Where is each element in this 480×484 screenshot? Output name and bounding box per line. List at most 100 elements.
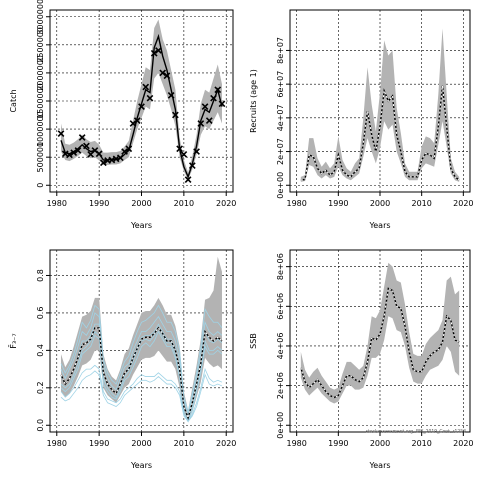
chart-ssb-x-tick-label: 1980 — [286, 439, 306, 448]
chart-recruits-confidence-band — [300, 28, 460, 182]
chart-catch: 1980 1990 2000 2010 2020 0 5000001000000150000… — [9, 0, 236, 230]
chart-recruits-x-tick-label: 1990 — [328, 199, 348, 208]
chart-fishing-mortality-y-axis-label: F̄₃₋₇ — [8, 333, 18, 348]
chart-catch-cross-b — [218, 100, 226, 108]
chart-fishing-mortality-observed-line-2 — [60, 330, 223, 423]
chart-catch-observed-point — [188, 162, 196, 169]
chart-fishing-mortality-x-axis-label: Years — [130, 461, 152, 470]
chart-catch-observed-point — [205, 117, 213, 125]
chart-catch-observed-point — [172, 111, 179, 119]
chart-catch-y-tick-label: 0 — [36, 183, 45, 188]
chart-catch-observed-point — [70, 149, 78, 157]
chart-catch-observed-point — [180, 150, 188, 158]
chart-recruits-y-axis-label: Recruits (age 1) — [249, 69, 258, 133]
chart-catch-observed-point — [197, 120, 205, 127]
chart-catch-cross-b — [167, 92, 175, 99]
chart-catch-observed-point — [193, 148, 200, 155]
chart-catch-cross-b — [78, 134, 86, 141]
chart-catch-observed-point — [201, 103, 209, 110]
chart-ssb-y-tick-label: 8e+06 — [276, 253, 285, 280]
chart-catch-observed-point — [184, 176, 192, 184]
chart-catch-cross-b — [159, 69, 167, 77]
chart-catch-observed-point — [116, 154, 124, 162]
chart-fishing-mortality-x-tick-label: 1980 — [47, 439, 67, 448]
chart-catch-observed-point — [214, 86, 222, 94]
chart-catch-cross-b — [193, 148, 200, 155]
chart-fishing-mortality-x-tick-label: 2020 — [216, 439, 236, 448]
chart-ssb-x-tick-label: 2020 — [453, 439, 473, 448]
chart-ssb-y-axis-label: SSB — [249, 333, 258, 349]
chart-catch-cross-b — [133, 117, 141, 125]
watermark-text: stockassessment.org, BW_2019_Cont, r1253 — [366, 429, 466, 435]
chart-catch-cross-b — [210, 94, 217, 102]
chart-fishing-mortality-estimate-line — [60, 326, 223, 421]
chart-catch-observed-point — [218, 100, 226, 108]
chart-catch-cross-b — [83, 142, 90, 150]
chart-catch-cross-b — [70, 149, 78, 157]
chart-catch-cross-b — [197, 120, 205, 127]
chart-catch-x-axis-label: Years — [130, 221, 152, 230]
chart-catch-x-tick-label: 1980 — [47, 199, 67, 208]
chart-catch-observed-point — [176, 145, 183, 153]
chart-ssb-estimate-dash — [300, 287, 460, 399]
chart-catch-cross-b — [172, 111, 179, 119]
chart-catch-x-tick-label: 2010 — [174, 199, 194, 208]
chart-recruits: 1980 1990 2000 2010 2020 0e+00 2e+07 4e+07 6e+07… — [249, 9, 474, 230]
chart-catch-cross-b — [142, 83, 150, 91]
chart-fishing-mortality-observed-line-3 — [60, 304, 223, 413]
chart-ssb-y-tick-label: 6e+06 — [276, 293, 285, 320]
chart-catch-y-tick-label: 2000000 — [36, 55, 45, 91]
chart-catch-observed-point — [95, 150, 103, 158]
chart-catch-cross-b — [205, 117, 213, 125]
chart-catch-y-axis-label: Catch — [9, 89, 18, 112]
chart-catch-observed-point — [100, 159, 107, 167]
chart-recruits-x-tick-label: 2000 — [370, 199, 390, 208]
chart-catch-cross-b — [108, 156, 116, 164]
chart-catch-cross-b — [129, 120, 137, 127]
chart-catch-observed-point — [146, 94, 154, 102]
chart-ssb-x-axis-label: Years — [368, 461, 390, 470]
chart-catch-cross-b — [146, 94, 154, 102]
chart-recruits-y-tick-label: 6e+07 — [276, 71, 285, 98]
chart-fishing-mortality-observed-line-5 — [60, 370, 223, 423]
chart-catch-cross-b — [201, 103, 209, 110]
chart-ssb-x-tick-label: 2000 — [370, 439, 390, 448]
chart-catch-cross-b — [112, 155, 120, 163]
chart-catch-observed-point — [138, 103, 145, 110]
chart-catch-cross-b — [214, 86, 222, 94]
chart-catch-observed-point — [66, 151, 73, 159]
chart-catch-cross-b — [100, 159, 107, 167]
chart-catch-cross-b — [188, 162, 196, 169]
chart-catch-observed-point — [159, 69, 167, 77]
chart-catch-cross-b — [95, 150, 103, 158]
chart-fishing-mortality-x-tick-label: 2000 — [131, 439, 151, 448]
chart-catch-observed-point — [155, 47, 162, 54]
chart-catch-y-tick-label: 1000000 — [36, 111, 45, 147]
chart-catch-cross-b — [176, 145, 183, 153]
chart-fishing-mortality-y-tick-label: 0.2 — [36, 381, 45, 394]
chart-recruits-x-tick-label: 2020 — [453, 199, 473, 208]
chart-recruits-y-tick-label: 8e+07 — [276, 37, 285, 64]
chart-catch-y-tick-label: 2500000 — [36, 27, 45, 63]
chart-catch-confidence-band — [61, 19, 222, 180]
chart-catch-observed-point — [57, 130, 65, 137]
chart-catch-cross-b — [116, 154, 124, 162]
chart-fishing-mortality: 1980 1990 2000 2010 2020 0.0 0.2 0.4 0.6 0.8 Years… — [8, 249, 236, 470]
chart-ssb-y-tick-label: 2e+06 — [276, 372, 285, 399]
chart-catch-cross-b — [74, 147, 82, 154]
chart-catch-observed-point — [163, 72, 171, 80]
chart-catch-cross-b — [180, 150, 188, 158]
chart-fishing-mortality-y-tick-label: 0.8 — [36, 269, 45, 282]
chart-recruits-estimate-dash — [300, 85, 460, 181]
chart-catch-cross-b — [150, 49, 158, 57]
chart-catch-observed-point — [121, 148, 128, 155]
chart-recruits-x-tick-label: 2010 — [411, 199, 431, 208]
chart-catch-y-tick-label: 3000000 — [36, 0, 45, 35]
chart-catch-observed-point — [142, 83, 150, 91]
chart-catch-cross-b — [66, 151, 73, 159]
chart-catch-y-tick-label: 500000 — [36, 142, 45, 173]
chart-recruits-x-axis-label: Years — [368, 221, 390, 230]
chart-catch-cross-b — [91, 147, 99, 154]
chart-catch-cross-b — [57, 130, 65, 137]
